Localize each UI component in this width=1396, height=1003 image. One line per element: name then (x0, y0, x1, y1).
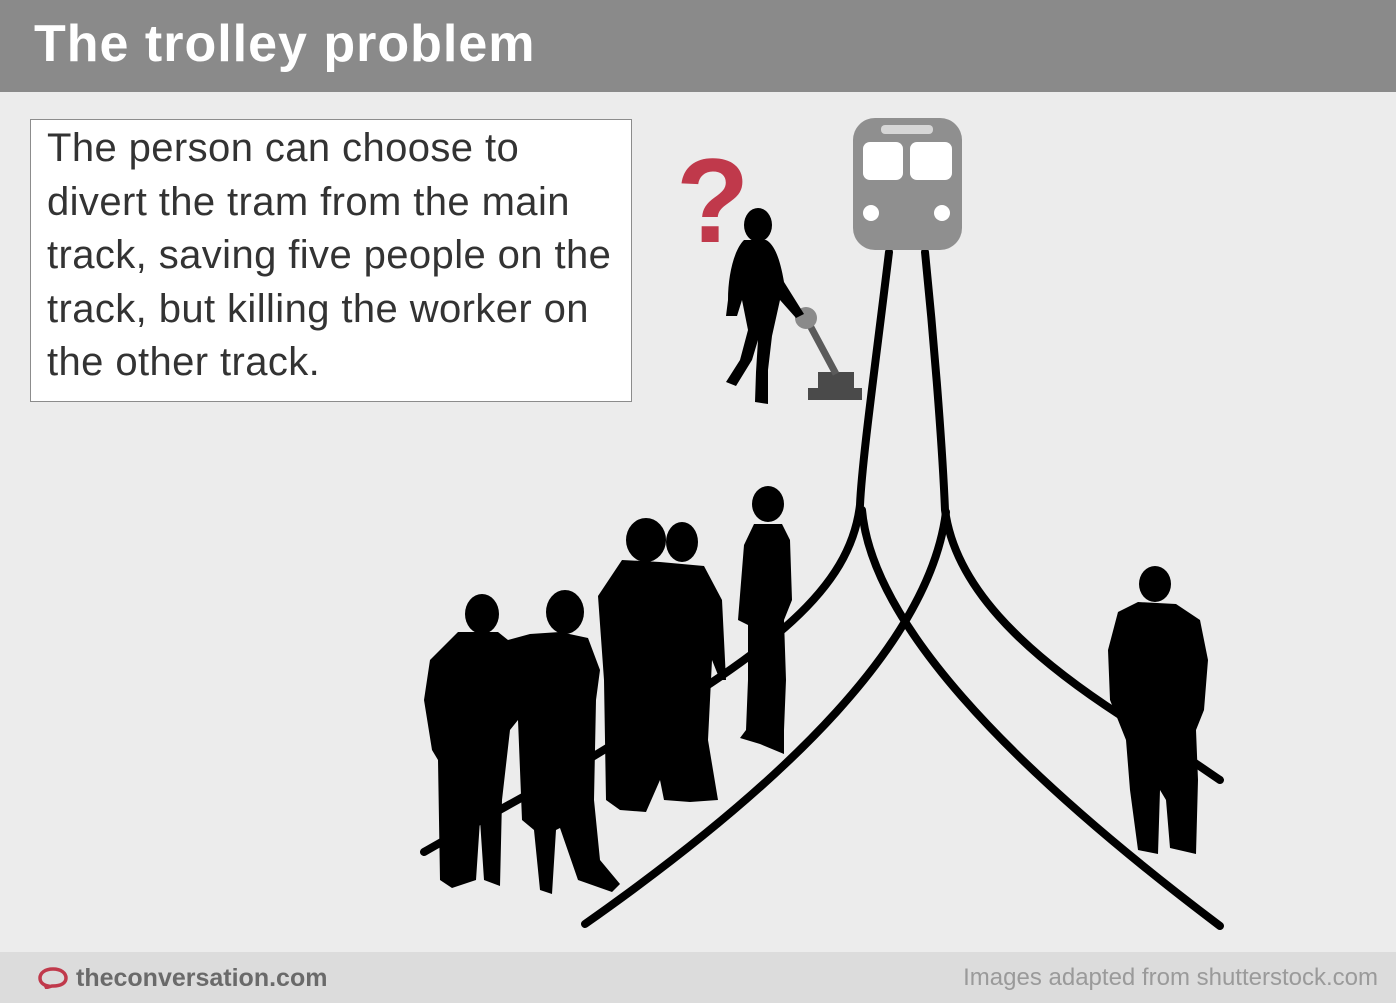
person-at-lever-silhouette (726, 208, 804, 404)
description-box: The person can choose to divert the tram… (30, 119, 632, 402)
description-text: The person can choose to divert the tram… (47, 126, 612, 384)
title-bar: The trolley problem (0, 0, 1396, 92)
question-mark-icon: ? (676, 134, 749, 268)
brand-link[interactable]: theconversation.com (76, 963, 328, 992)
group-of-five-silhouettes (424, 486, 792, 894)
page-title: The trolley problem (34, 15, 536, 73)
speech-bubble-icon (38, 967, 68, 989)
footer-bar: theconversation.com Images adapted from … (0, 952, 1396, 1003)
worker-silhouette (1108, 566, 1208, 854)
image-credit: Images adapted from shutterstock.com (963, 964, 1378, 991)
brand[interactable]: theconversation.com (38, 963, 327, 993)
tram-icon (853, 118, 962, 250)
lever-icon (795, 307, 862, 400)
